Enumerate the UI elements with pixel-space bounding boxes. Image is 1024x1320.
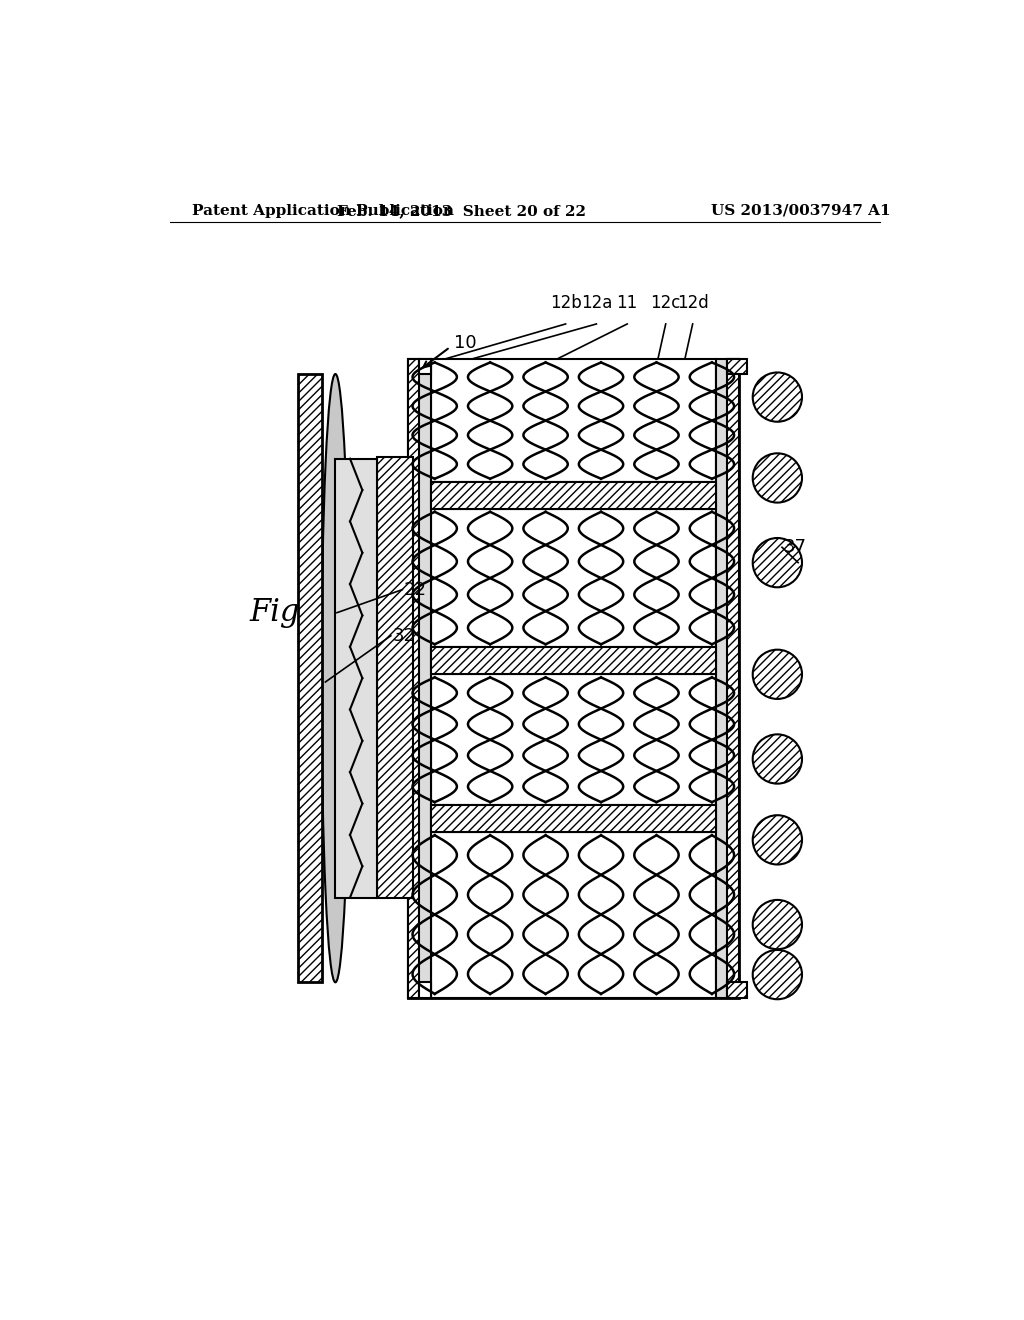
Bar [377,482,408,508]
Bar [727,982,746,998]
Bar [377,457,413,898]
Bar [431,482,716,508]
Bar [298,374,322,982]
Bar [377,647,408,675]
Text: Feb. 14, 2013  Sheet 20 of 22: Feb. 14, 2013 Sheet 20 of 22 [337,203,586,218]
Text: 10: 10 [454,334,476,352]
Bar [408,359,419,998]
Circle shape [753,649,802,700]
Text: 32: 32 [392,627,416,644]
Bar [336,459,377,898]
Bar [727,359,739,998]
Bar [419,359,431,374]
Text: 12c: 12c [650,294,681,313]
Text: 12a: 12a [581,294,612,313]
Circle shape [753,453,802,503]
Circle shape [753,950,802,999]
Text: 37: 37 [783,539,807,556]
Text: 12b: 12b [550,294,582,313]
Bar [408,359,431,998]
Bar [431,359,716,482]
Circle shape [753,372,802,422]
Bar [408,359,739,998]
Ellipse shape [322,374,349,982]
Bar [431,805,716,832]
Bar [431,647,716,675]
Circle shape [753,900,802,949]
Text: 12d: 12d [677,294,709,313]
Circle shape [753,734,802,784]
Bar [727,359,746,374]
Bar [419,982,431,998]
Text: 22: 22 [403,581,427,598]
Text: Patent Application Publication: Patent Application Publication [193,203,455,218]
Bar [431,508,716,647]
Circle shape [753,816,802,865]
Bar [431,675,716,805]
Circle shape [753,539,802,587]
Bar [431,832,716,998]
Text: 11: 11 [616,294,638,313]
Text: Fig. 21: Fig. 21 [250,597,358,628]
Bar [716,359,739,998]
Text: US 2013/0037947 A1: US 2013/0037947 A1 [711,203,890,218]
Bar [377,805,408,832]
